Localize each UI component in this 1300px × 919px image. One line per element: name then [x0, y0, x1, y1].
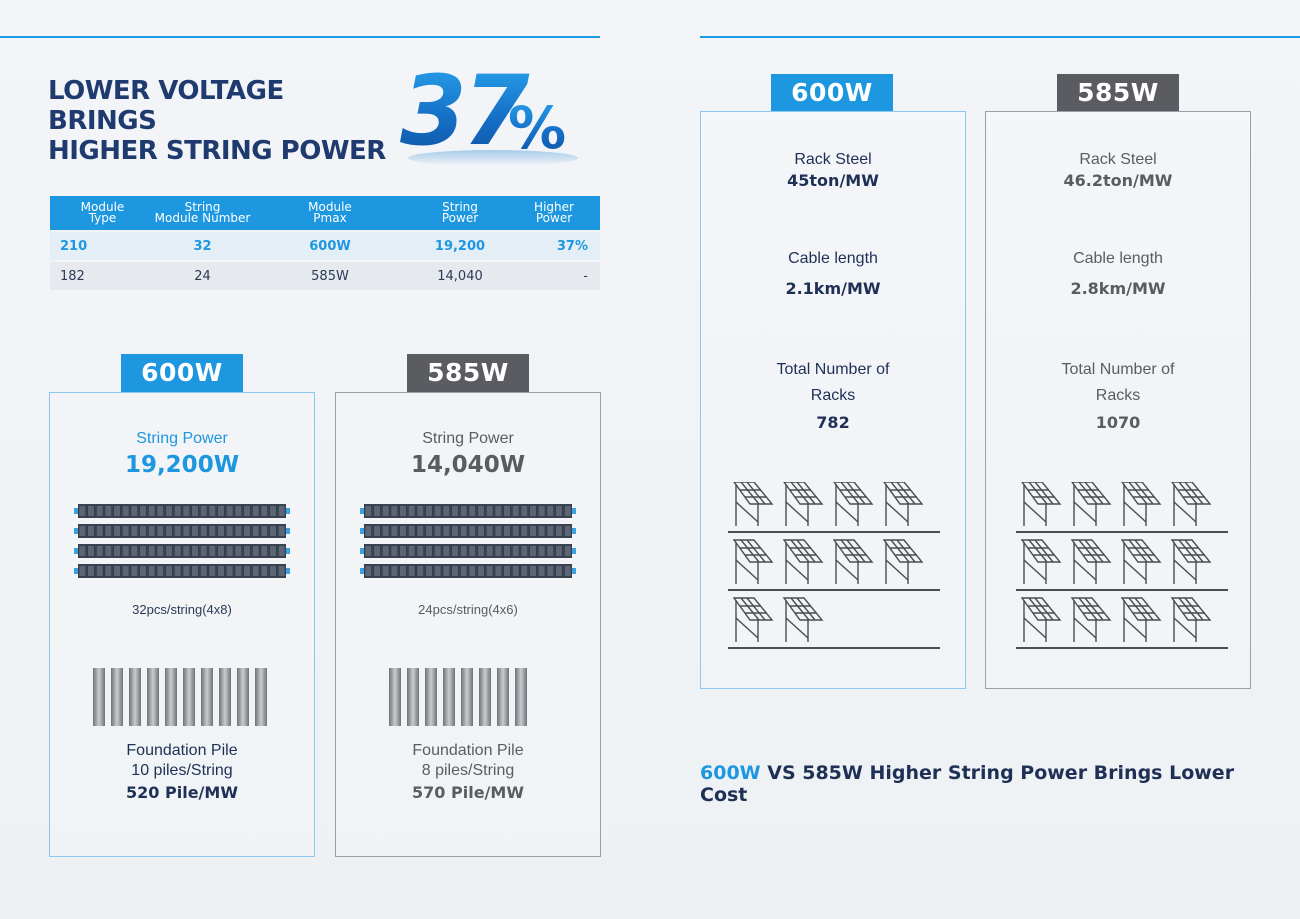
tag-600w-left: 600W — [121, 354, 243, 392]
pile-label: Foundation Pile — [126, 742, 238, 759]
solar-rack-icon — [728, 482, 940, 649]
solar-module-row-icon — [360, 504, 576, 578]
tag-585w-right: 585W — [1057, 74, 1179, 112]
pile-per-mw: 570 Pile/MW — [412, 783, 524, 802]
rack-steel-value: 45ton/MW — [787, 171, 879, 190]
table-cell: 24 — [194, 268, 211, 284]
top-rule-right — [700, 36, 1300, 38]
table-cell: 14,040 — [437, 268, 483, 284]
racks-label-line-1: Total Number of — [1061, 361, 1175, 378]
racks-value: 1070 — [1095, 413, 1141, 432]
table-cell: 37% — [556, 238, 588, 254]
table-cell: 210 — [60, 238, 88, 254]
headline: LOWER VOLTAGE BRINGS HIGHER STRING POWER — [48, 76, 398, 166]
rack-steel-value: 46.2ton/MW — [1063, 171, 1173, 190]
string-power-value: 14,040W — [410, 452, 526, 478]
cable-length-value: 2.1km/MW — [785, 279, 881, 298]
table-cell: 182 — [60, 268, 85, 284]
solar-rack-icon — [1016, 482, 1228, 649]
headline-line-2: HIGHER STRING POWER — [48, 136, 386, 166]
table-cell: 600W — [309, 238, 351, 254]
pile-per-string: 10 piles/String — [131, 762, 233, 779]
table-header: Module Type String Module Number Module Pma… — [50, 196, 600, 230]
table-header-cell: Module Pmax — [308, 200, 352, 225]
cable-length-label: Cable length — [1073, 250, 1163, 267]
modules-caption: 24pcs/string(4x6) — [418, 602, 518, 617]
rack-steel-label: Rack Steel — [1079, 151, 1157, 168]
panel-585w-string — [335, 392, 601, 857]
comparison-table: Module Type String Module Number Module Pma… — [50, 196, 600, 290]
rack-steel-label: Rack Steel — [794, 151, 872, 168]
footer-rest: VS 585W Higher String Power Brings Lower… — [700, 762, 1235, 806]
tag-600w-right: 600W — [771, 74, 893, 112]
table-cell: 585W — [311, 268, 349, 284]
pile-per-string: 8 piles/String — [421, 762, 515, 779]
top-rule-left — [0, 36, 600, 38]
string-power-label: String Power — [136, 430, 228, 447]
pile-label: Foundation Pile — [412, 742, 524, 759]
panel-600w-rack — [700, 111, 966, 689]
table-header-cell: String Module Number — [154, 200, 251, 225]
tag-585w-left: 585W — [407, 354, 529, 392]
pile-per-mw: 520 Pile/MW — [126, 783, 238, 802]
table-cell: - — [583, 268, 588, 284]
table-row: 182 24 585W 14,040 - — [50, 262, 600, 290]
foundation-pile-icon — [93, 668, 267, 726]
panel-600w-string — [49, 392, 315, 857]
big-percent-figure: 37 % — [400, 56, 578, 167]
table-row: 210 32 600W 19,200 37% — [50, 232, 600, 260]
table-header-cell: Higher Power — [534, 200, 574, 225]
string-power-value: 19,200W — [124, 452, 240, 478]
table-cell: 19,200 — [434, 238, 486, 254]
headline-line-1: LOWER VOLTAGE BRINGS — [48, 76, 284, 136]
panel-585w-rack — [985, 111, 1251, 689]
racks-label-line-1: Total Number of — [776, 361, 890, 378]
table-header-cell: Module Type — [80, 200, 125, 225]
table-header-cell: String Power — [441, 200, 479, 225]
string-power-label: String Power — [422, 430, 514, 447]
racks-label-line-2: Racks — [810, 387, 856, 404]
racks-value: 782 — [816, 413, 850, 432]
solar-module-row-icon — [74, 504, 290, 578]
table-cell: 32 — [193, 238, 212, 254]
foundation-pile-icon — [389, 668, 527, 726]
modules-caption: 32pcs/string(4x8) — [132, 602, 232, 617]
cable-length-label: Cable length — [788, 250, 878, 267]
cable-length-value: 2.8km/MW — [1070, 279, 1166, 298]
big-percent-number: 37 — [400, 56, 530, 167]
footer-accent: 600W — [700, 762, 761, 784]
racks-label-line-2: Racks — [1095, 387, 1141, 404]
footer-statement: 600W VS 585W Higher String Power Brings … — [700, 762, 1260, 806]
